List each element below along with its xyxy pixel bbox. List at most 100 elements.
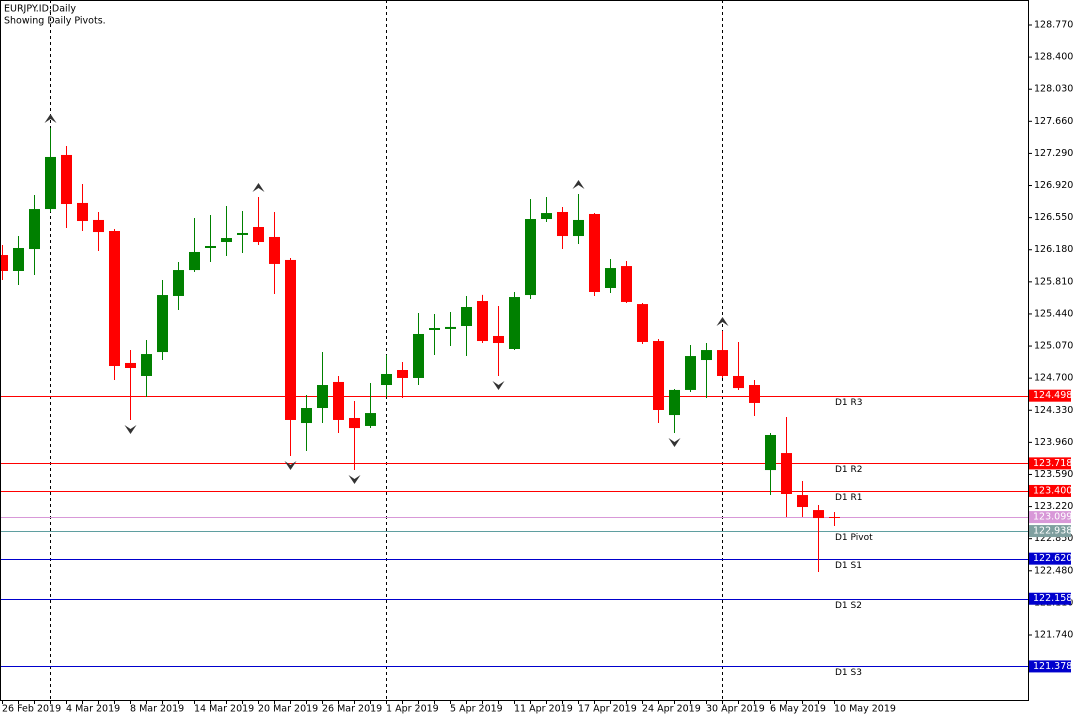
level-price-label: 121.378	[1033, 661, 1072, 672]
level-price-box	[1029, 389, 1071, 402]
candle-body	[253, 226, 264, 243]
candle-body	[125, 362, 136, 369]
candle-body	[445, 326, 456, 329]
x-tick-label: 30 Apr 2019	[706, 704, 765, 715]
candle-body	[797, 495, 808, 508]
candle-body	[381, 373, 392, 386]
candle-body	[429, 328, 440, 330]
x-tick-label: 14 Mar 2019	[194, 704, 254, 715]
x-tick-label: 6 May 2019	[770, 704, 826, 715]
fractal-down	[124, 424, 137, 434]
candle-body	[269, 236, 280, 264]
level-price-label: 122.620	[1033, 553, 1072, 564]
y-tick-label: 128.030	[1034, 84, 1073, 95]
level-price-box	[1029, 457, 1071, 470]
y-tick-label: 124.700	[1034, 373, 1073, 384]
pivot-name: D1 R2	[835, 465, 863, 475]
x-tick-label: 5 Apr 2019	[450, 704, 503, 715]
y-tick-label: 127.660	[1034, 116, 1073, 127]
candle-body	[701, 350, 712, 361]
y-tick-label: 128.400	[1034, 52, 1073, 63]
fractal-up	[572, 180, 585, 190]
candle-body	[285, 259, 296, 420]
candle-body	[749, 385, 760, 403]
candle-body	[493, 335, 504, 344]
pivot-name: D1 R3	[835, 398, 863, 408]
y-tick-label: 128.770	[1034, 19, 1073, 30]
candle-body	[189, 251, 200, 271]
chart-title: EURJPY.ID,Daily	[4, 4, 76, 15]
candle-body	[29, 209, 40, 250]
level-price-label: 123.718	[1033, 458, 1072, 469]
level-price-label: 123.400	[1033, 485, 1072, 496]
fractal-down	[284, 460, 297, 470]
candle-body	[77, 202, 88, 222]
candle-body	[669, 389, 680, 416]
plot-area	[0, 0, 1028, 700]
fractal-down	[492, 380, 505, 390]
candle-body	[829, 516, 840, 518]
level-price-label: 122.938	[1033, 526, 1072, 537]
candle-body	[653, 341, 664, 411]
x-tick-label: 26 Feb 2019	[2, 704, 61, 715]
x-tick-label: 24 Apr 2019	[642, 704, 701, 715]
price-box	[1029, 511, 1071, 524]
candle-body	[685, 356, 696, 390]
candle-body	[461, 307, 472, 327]
pivot-name: D1 Pivot	[835, 533, 873, 543]
y-tick-label: 127.290	[1034, 148, 1073, 159]
candle-body	[333, 381, 344, 420]
fractal-up	[44, 113, 57, 123]
candle-body	[109, 230, 120, 367]
level-price-box	[1029, 552, 1071, 565]
candle-body	[605, 268, 616, 289]
level-price-box	[1029, 484, 1071, 497]
fractal-down	[668, 437, 681, 447]
candle-body	[573, 219, 584, 237]
candle-body	[717, 350, 728, 376]
candle-body	[45, 156, 56, 210]
candle-body	[173, 270, 184, 296]
candle-body	[397, 370, 408, 378]
candle-body	[205, 246, 216, 248]
candle-body	[13, 247, 24, 271]
pivot-name: D1 R1	[835, 493, 863, 503]
candle-body	[237, 232, 248, 235]
y-tick-label: 124.330	[1034, 405, 1073, 416]
candle-body	[349, 417, 360, 429]
y-tick-label: 126.920	[1034, 180, 1073, 191]
x-tick-label: 10 May 2019	[834, 704, 896, 715]
y-tick-label: 125.810	[1034, 276, 1073, 287]
candle-body	[557, 211, 568, 237]
x-tick-label: 26 Mar 2019	[322, 704, 382, 715]
y-tick-label: 122.480	[1034, 565, 1073, 576]
price-label: 123.099	[1033, 512, 1072, 523]
pivot-name: D1 S3	[835, 668, 862, 678]
candle-body	[221, 238, 232, 243]
candle-body	[365, 413, 376, 426]
y-tick-label: 121.740	[1034, 630, 1073, 641]
candle-body	[93, 219, 104, 233]
candle-body	[317, 385, 328, 409]
candle-body	[157, 295, 168, 353]
candle-body	[621, 266, 632, 302]
x-tick-label: 20 Mar 2019	[258, 704, 318, 715]
candle-body	[509, 297, 520, 350]
fractal-up	[252, 182, 265, 192]
candle-body	[637, 304, 648, 342]
x-tick-label: 1 Apr 2019	[386, 704, 439, 715]
candle-body	[61, 154, 72, 205]
candle-body	[765, 434, 776, 471]
fractal-down	[348, 475, 361, 485]
x-tick-label: 11 Apr 2019	[514, 704, 573, 715]
candle-body	[0, 255, 8, 271]
y-tick-label: 125.070	[1034, 341, 1073, 352]
y-tick-label: 123.220	[1034, 501, 1073, 512]
x-tick-label: 17 Apr 2019	[578, 704, 637, 715]
level-price-box	[1029, 592, 1071, 605]
y-tick-label: 125.440	[1034, 308, 1073, 319]
candle-body	[301, 408, 312, 424]
candle-body	[541, 213, 552, 220]
candle-body	[589, 213, 600, 292]
candle-body	[413, 333, 424, 378]
